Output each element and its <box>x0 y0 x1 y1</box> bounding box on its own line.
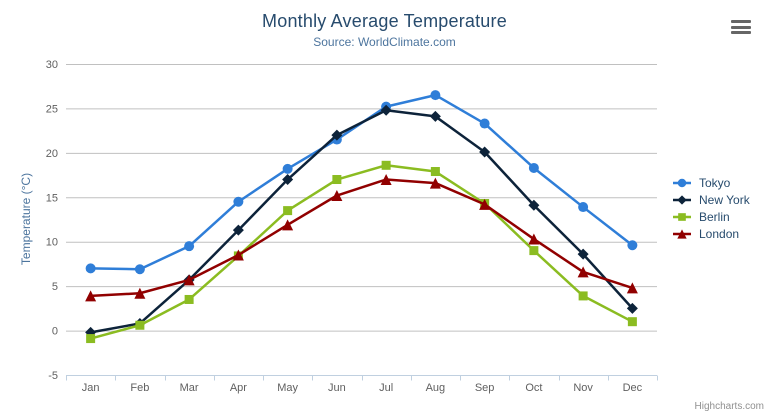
legend-item-london[interactable]: London <box>672 226 750 242</box>
data-point-marker[interactable] <box>134 264 145 275</box>
series-tokyo <box>85 90 638 275</box>
x-axis-label: Nov <box>573 382 593 394</box>
data-point-marker[interactable] <box>578 202 589 213</box>
x-axis-label: Dec <box>623 382 643 394</box>
series-line-new-york <box>89 108 634 334</box>
y-axis-label: 0 <box>52 326 58 338</box>
data-point-marker[interactable] <box>677 178 687 188</box>
data-point-marker[interactable] <box>578 291 588 301</box>
series-london <box>85 174 638 302</box>
data-point-marker[interactable] <box>232 249 244 261</box>
data-point-marker[interactable] <box>85 263 96 274</box>
hamburger-bar <box>731 20 751 23</box>
data-point-marker[interactable] <box>577 266 589 278</box>
y-axis-label: 10 <box>46 237 58 249</box>
series-line-london <box>89 178 634 298</box>
x-axis-label: Aug <box>426 382 446 394</box>
y-axis-label: 5 <box>52 281 58 293</box>
legend-label: New York <box>699 193 750 207</box>
x-axis-label: Jul <box>379 382 393 394</box>
data-point-marker[interactable] <box>184 241 195 252</box>
x-axis-label: May <box>277 382 298 394</box>
series-group <box>85 90 638 344</box>
y-axis-label: -5 <box>48 370 58 382</box>
legend-item-new-york[interactable]: New York <box>672 192 750 208</box>
data-point-marker[interactable] <box>283 206 293 216</box>
y-axis-title: Temperature (°C) <box>19 173 33 265</box>
data-point-marker[interactable] <box>184 294 194 304</box>
highcharts-credits-link[interactable]: Highcharts.com <box>694 401 764 412</box>
data-point-marker[interactable] <box>479 146 491 158</box>
data-point-marker[interactable] <box>380 174 392 186</box>
data-point-marker[interactable] <box>626 302 638 314</box>
data-point-marker[interactable] <box>479 118 490 129</box>
grid-lines <box>66 64 657 376</box>
axis-labels: -5 0 5 10 15 20 25 30 Jan Feb Mar Apr May Jun Jul Aug Se… <box>46 59 643 394</box>
data-point-marker[interactable] <box>429 177 441 189</box>
data-point-marker[interactable] <box>332 175 342 185</box>
chart-subtitle: Source: WorldClimate.com <box>313 35 456 49</box>
x-axis-label: Jun <box>328 382 346 394</box>
y-axis-label: 25 <box>46 103 58 115</box>
y-axis-label: 30 <box>46 59 58 71</box>
legend-item-berlin[interactable]: Berlin <box>672 209 750 225</box>
data-point-marker[interactable] <box>135 320 145 330</box>
data-point-marker[interactable] <box>627 317 637 327</box>
x-axis-label: Oct <box>525 382 542 394</box>
legend: Tokyo New York Berlin London <box>672 175 750 243</box>
x-axis-label: Jan <box>82 382 100 394</box>
y-axis-label: 20 <box>46 148 58 160</box>
data-point-marker[interactable] <box>678 213 686 221</box>
legend-item-tokyo[interactable]: Tokyo <box>672 175 750 191</box>
x-axis-label: Mar <box>180 382 199 394</box>
data-point-marker[interactable] <box>528 199 540 211</box>
data-point-marker[interactable] <box>528 162 539 173</box>
data-point-marker[interactable] <box>232 224 244 236</box>
data-point-marker[interactable] <box>282 174 294 186</box>
data-point-marker[interactable] <box>479 198 491 210</box>
axes <box>66 375 658 381</box>
data-point-marker[interactable] <box>86 334 96 344</box>
legend-label: London <box>699 227 740 241</box>
legend-marker-triangle <box>673 229 691 239</box>
legend-marker-square <box>673 213 691 221</box>
data-point-marker[interactable] <box>282 163 293 174</box>
hamburger-bar <box>731 31 751 34</box>
data-point-marker[interactable] <box>529 246 539 256</box>
data-point-marker[interactable] <box>677 195 687 205</box>
data-point-marker[interactable] <box>331 190 343 202</box>
data-point-marker[interactable] <box>677 229 687 239</box>
data-point-marker[interactable] <box>380 104 392 116</box>
legend-marker-circle <box>673 178 691 188</box>
legend-label: Berlin <box>699 210 730 224</box>
data-point-marker[interactable] <box>233 196 244 207</box>
x-axis-label: Sep <box>475 382 495 394</box>
x-axis-label: Apr <box>230 382 247 394</box>
data-point-marker[interactable] <box>577 248 589 260</box>
series-new-york <box>85 104 638 338</box>
data-point-marker[interactable] <box>626 282 638 294</box>
series-line-berlin <box>89 164 634 340</box>
data-point-marker[interactable] <box>183 274 195 286</box>
x-axis-label: Feb <box>130 382 149 394</box>
data-point-marker[interactable] <box>331 129 343 141</box>
data-point-marker[interactable] <box>85 290 97 302</box>
legend-marker-diamond <box>673 195 691 205</box>
data-point-marker[interactable] <box>282 219 294 231</box>
data-point-marker[interactable] <box>627 240 638 251</box>
data-point-marker[interactable] <box>429 110 441 122</box>
hamburger-bar <box>731 25 751 29</box>
data-point-marker[interactable] <box>528 233 540 245</box>
data-point-marker[interactable] <box>134 287 146 299</box>
legend-label: Tokyo <box>699 176 731 190</box>
chart-title: Monthly Average Temperature <box>262 11 507 31</box>
data-point-marker[interactable] <box>430 167 440 177</box>
hamburger-icon[interactable] <box>731 20 751 34</box>
data-point-marker[interactable] <box>430 90 441 101</box>
data-point-marker[interactable] <box>381 160 391 170</box>
y-axis-label: 15 <box>46 192 58 204</box>
series-line-tokyo <box>89 93 634 271</box>
